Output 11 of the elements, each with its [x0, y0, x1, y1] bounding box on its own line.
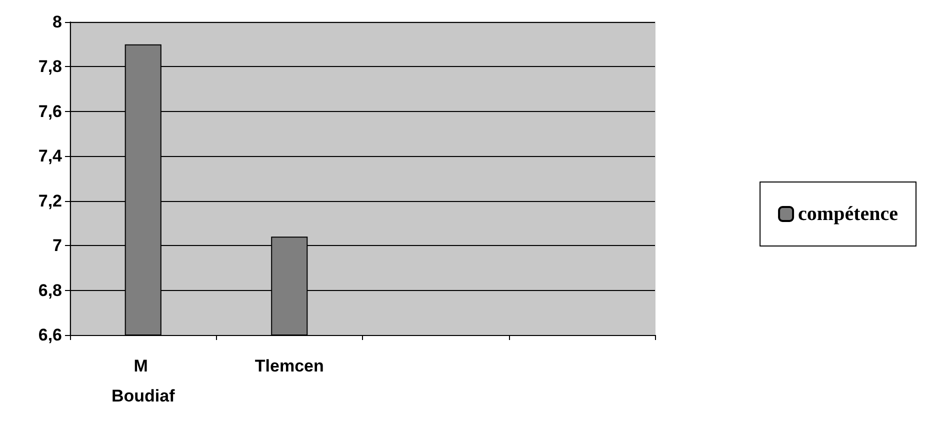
y-tick-label: 7,2 — [38, 191, 62, 210]
y-tick-label: 7,6 — [38, 102, 62, 121]
x-tick-label: M Boudiaf — [111, 356, 176, 406]
y-tick-label: 7,8 — [38, 57, 62, 76]
y-tick-label: 7 — [52, 236, 62, 256]
x-tick-label: Tlemcen — [254, 356, 324, 376]
y-tick-label: 7,4 — [38, 146, 63, 166]
y-tick-label: 6,6 — [38, 326, 62, 344]
y-tick-label: 6,8 — [38, 280, 62, 300]
y-tick-label: 8 — [52, 12, 62, 32]
legend-label: compétence — [798, 203, 898, 225]
